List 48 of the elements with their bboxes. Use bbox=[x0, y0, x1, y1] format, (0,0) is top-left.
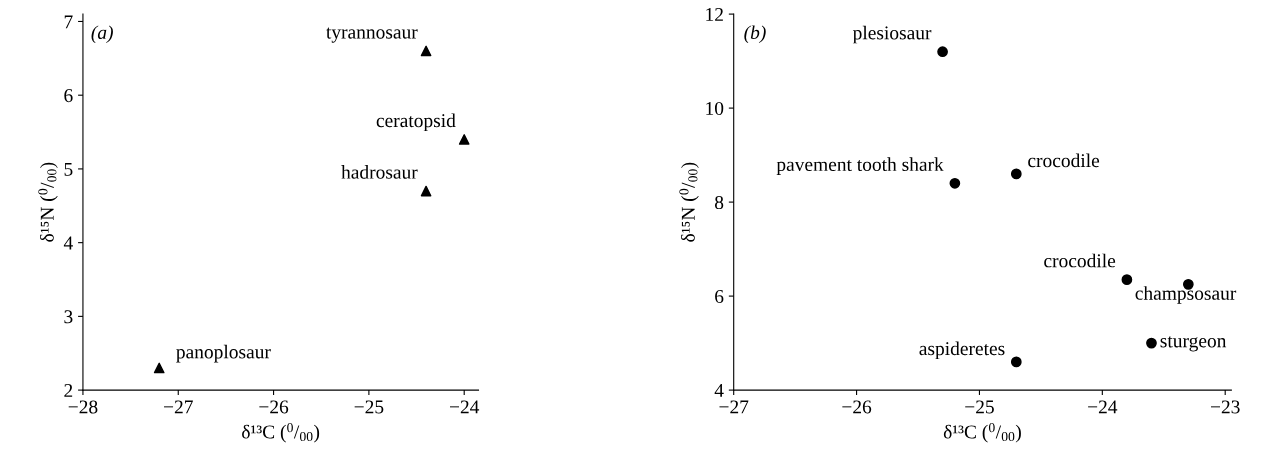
y-tick-label: 6 bbox=[64, 89, 73, 103]
annotation: hadrosaur bbox=[341, 165, 418, 179]
x-tick-label: −24 bbox=[1088, 400, 1118, 414]
annotation: panoplosaur bbox=[176, 344, 271, 363]
annotation: ceratopsid bbox=[376, 113, 456, 132]
x-axis-title: δ¹³C ($^{0}$/$_{00}$) bbox=[242, 423, 320, 443]
x-tick-label: −24 bbox=[449, 400, 480, 414]
point bbox=[420, 185, 432, 197]
annotation: crocodile bbox=[1044, 253, 1116, 268]
x-tick-label: −26 bbox=[259, 400, 289, 414]
y-tick-label: 10 bbox=[706, 101, 724, 116]
x-axis-title: δ¹³C ($^{0}$/$_{00}$) bbox=[943, 423, 1021, 443]
annotation: aspideretes bbox=[919, 341, 1005, 360]
y-tick-label: 6 bbox=[715, 289, 724, 304]
point bbox=[458, 134, 470, 145]
point bbox=[1010, 168, 1022, 180]
x-tick-label: −25 bbox=[354, 400, 384, 414]
x-tick-label: −26 bbox=[842, 400, 872, 414]
annotation: plesiosaur bbox=[852, 25, 932, 44]
point bbox=[1010, 356, 1022, 368]
point bbox=[420, 45, 432, 57]
y-axis-title: δ¹⁵N ($^{0}$/$_{00}$) bbox=[679, 162, 699, 242]
point bbox=[153, 362, 165, 374]
y-axis-title: δ¹⁵N ($^{0}$/$_{00}$) bbox=[38, 162, 58, 242]
point bbox=[949, 177, 961, 189]
y-tick-label: 4 bbox=[63, 236, 73, 250]
annotation: crocodile bbox=[1028, 153, 1100, 168]
annotation: (b) bbox=[744, 25, 766, 44]
point bbox=[1146, 337, 1157, 349]
y-tick-label: 2 bbox=[64, 383, 73, 397]
x-tick-label: −27 bbox=[719, 400, 749, 414]
y-tick-label: 12 bbox=[706, 7, 723, 21]
annotation: tyrannosaur bbox=[326, 27, 418, 43]
x-tick-label: −25 bbox=[965, 400, 994, 414]
annotation: (a) bbox=[91, 25, 113, 44]
annotation: sturgeon bbox=[1160, 336, 1227, 352]
x-tick-label: −28 bbox=[68, 400, 98, 414]
annotation: champsosaur bbox=[1135, 286, 1237, 304]
y-tick-label: 8 bbox=[715, 195, 724, 210]
y-tick-label: 7 bbox=[64, 15, 73, 29]
y-tick-label: 5 bbox=[64, 162, 73, 176]
annotation: pavement tooth shark bbox=[776, 157, 944, 175]
x-tick-label: −27 bbox=[164, 400, 193, 414]
point bbox=[937, 46, 948, 58]
x-tick-label: −23 bbox=[1210, 400, 1240, 414]
y-tick-label: 4 bbox=[714, 384, 724, 397]
point bbox=[1121, 274, 1133, 286]
y-tick-label: 3 bbox=[64, 310, 73, 324]
